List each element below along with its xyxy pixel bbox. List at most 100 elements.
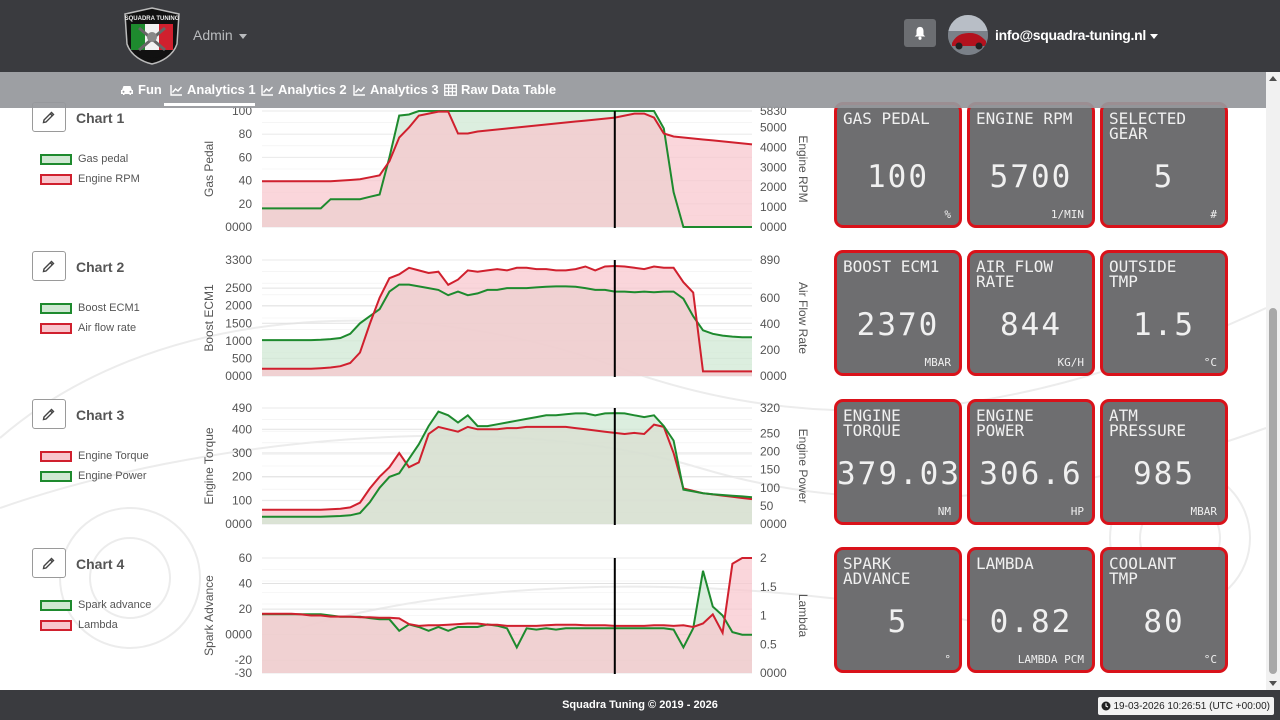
legend-item[interactable]: Spark advance (40, 599, 151, 611)
gauge-value: 5700 (989, 159, 1073, 195)
legend-swatch (40, 173, 72, 185)
gauge-value: 5 (887, 604, 909, 640)
gauge-title: OUTSIDE TMP (1109, 257, 1177, 291)
copyright-text: Squadra Tuning © 2019 - 2026 (562, 699, 718, 711)
gauge-gas-pedal[interactable]: GAS PEDAL 100% (834, 102, 962, 228)
gauge-unit: °C (1203, 356, 1217, 369)
footer: Squadra Tuning © 2019 - 2026 19-03-2026 … (0, 690, 1280, 720)
gauge-outside-tmp[interactable]: OUTSIDE TMP 1.5 °C (1100, 250, 1228, 376)
chart-2-title: Chart 2 (76, 259, 125, 275)
gauge-unit: °C (1203, 653, 1217, 666)
pencil-icon (42, 111, 55, 124)
gauge-engine-rpm[interactable]: ENGINE RPM 5700 1/MIN (967, 102, 1095, 228)
legend-label: Engine Power (78, 470, 147, 482)
legend-label: Lambda (78, 619, 118, 631)
line-chart-icon (353, 84, 366, 96)
gauge-lambda[interactable]: LAMBDA 0.82 LAMBDA PCM (967, 547, 1095, 673)
bell-icon (914, 26, 926, 40)
gauge-title: SPARK ADVANCE (843, 554, 911, 588)
admin-dropdown[interactable]: Admin (193, 27, 247, 43)
tab-fun[interactable]: Fun (120, 82, 162, 97)
legend-label: Air flow rate (78, 322, 137, 334)
gauge-boost-ecm1[interactable]: BOOST ECM1 2370 MBAR (834, 250, 962, 376)
gauge-unit: HP (1070, 505, 1084, 518)
legend-label: Spark advance (78, 599, 152, 611)
gauge-unit: % (944, 208, 951, 221)
gauge-spark-advance[interactable]: SPARK ADVANCE 5 ° (834, 547, 962, 673)
admin-label: Admin (193, 27, 233, 43)
line-chart-icon (170, 84, 183, 96)
gauge-title: COOLANT TMP (1109, 554, 1177, 588)
table-icon (444, 83, 457, 96)
pencil-icon (42, 260, 55, 273)
server-clock: 19-03-2026 10:26:51 (UTC +00:00) (1097, 697, 1274, 715)
legend-label: Engine RPM (78, 173, 140, 185)
legend-item[interactable]: Lambda (40, 619, 118, 631)
gauge-value: 985 (1133, 456, 1195, 492)
gauge-unit: LAMBDA PCM (1017, 653, 1084, 666)
scroll-up-arrow-icon[interactable] (1269, 76, 1277, 81)
pencil-icon (42, 408, 55, 421)
user-avatar[interactable] (948, 15, 988, 55)
gauge-title: ATM PRESSURE (1109, 406, 1187, 440)
active-tab-indicator (164, 103, 255, 106)
legend-item[interactable]: Engine RPM (40, 173, 140, 185)
legend-swatch (40, 302, 72, 314)
legend-item[interactable]: Air flow rate (40, 322, 136, 334)
gauge-unit: ° (944, 653, 951, 666)
gauge-value: 844 (1000, 307, 1062, 343)
car-photo-icon (948, 15, 988, 55)
analytics-subnav: Fun Analytics 1 Analytics 2 Analytics 3 … (0, 72, 1266, 108)
legend-item[interactable]: Boost ECM1 (40, 302, 140, 314)
gauge-engine-torque[interactable]: ENGINE TORQUE 379.03 NM (834, 399, 962, 525)
gauge-value: 100 (867, 159, 929, 195)
scroll-down-arrow-icon[interactable] (1269, 681, 1277, 686)
edit-chart-2-button[interactable] (32, 251, 66, 281)
legend-label: Gas pedal (78, 153, 129, 165)
gauge-value: 2370 (856, 307, 940, 343)
caret-down-icon (1149, 33, 1158, 39)
tab-analytics-2[interactable]: Analytics 2 (261, 82, 347, 97)
gauge-selected-gear[interactable]: SELECTED GEAR 5 # (1100, 102, 1228, 228)
gauge-value: 5 (1153, 159, 1175, 195)
legend-item[interactable]: Gas pedal (40, 153, 128, 165)
user-dropdown[interactable]: info@squadra-tuning.nl (995, 27, 1158, 43)
gauge-air-flow-rate[interactable]: AIR FLOW RATE 844 KG/H (967, 250, 1095, 376)
notifications-button[interactable] (904, 19, 936, 47)
gauge-title: ENGINE TORQUE (843, 406, 901, 440)
user-email: info@squadra-tuning.nl (995, 27, 1146, 43)
gauge-title: ENGINE RPM (976, 109, 1073, 128)
gauge-title: LAMBDA (976, 554, 1034, 573)
gauge-value: 379.03 (837, 456, 961, 492)
chart-3-title: Chart 3 (76, 407, 125, 423)
legend-swatch (40, 450, 72, 462)
legend-item[interactable]: Engine Power (40, 470, 147, 482)
top-navbar: SQUADRA TUNING Admin info@squadra-tuning… (0, 0, 1280, 72)
legend-swatch (40, 153, 72, 165)
gauge-unit: 1/MIN (1050, 208, 1084, 221)
gauge-title: BOOST ECM1 (843, 257, 940, 276)
edit-chart-3-button[interactable] (32, 399, 66, 429)
gauge-unit: KG/H (1057, 356, 1085, 369)
gauge-unit: NM (937, 505, 951, 518)
legend-item[interactable]: Engine Torque (40, 450, 149, 462)
squadra-tuning-logo[interactable]: SQUADRA TUNING (121, 6, 183, 66)
page-scrollbar[interactable] (1266, 72, 1280, 690)
chart-4-title: Chart 4 (76, 556, 125, 572)
tab-analytics-1[interactable]: Analytics 1 (170, 82, 256, 97)
gauge-coolant-tmp[interactable]: COOLANT TMP 80 °C (1100, 547, 1228, 673)
edit-chart-4-button[interactable] (32, 548, 66, 578)
legend-label: Boost ECM1 (78, 302, 140, 314)
gauge-title: GAS PEDAL (843, 109, 930, 128)
gauge-atm-pressure[interactable]: ATM PRESSURE 985 MBAR (1100, 399, 1228, 525)
svg-text:SQUADRA TUNING: SQUADRA TUNING (125, 16, 180, 22)
gauge-title: ENGINE POWER (976, 406, 1034, 440)
tab-raw-data-table[interactable]: Raw Data Table (444, 82, 556, 97)
scrollbar-thumb[interactable] (1269, 308, 1277, 674)
clock-icon (1101, 701, 1110, 711)
tab-analytics-3[interactable]: Analytics 3 (353, 82, 439, 97)
legend-swatch (40, 599, 72, 611)
gauge-engine-power[interactable]: ENGINE POWER 306.6 HP (967, 399, 1095, 525)
legend-swatch (40, 322, 72, 334)
chart-1-title: Chart 1 (76, 110, 125, 126)
